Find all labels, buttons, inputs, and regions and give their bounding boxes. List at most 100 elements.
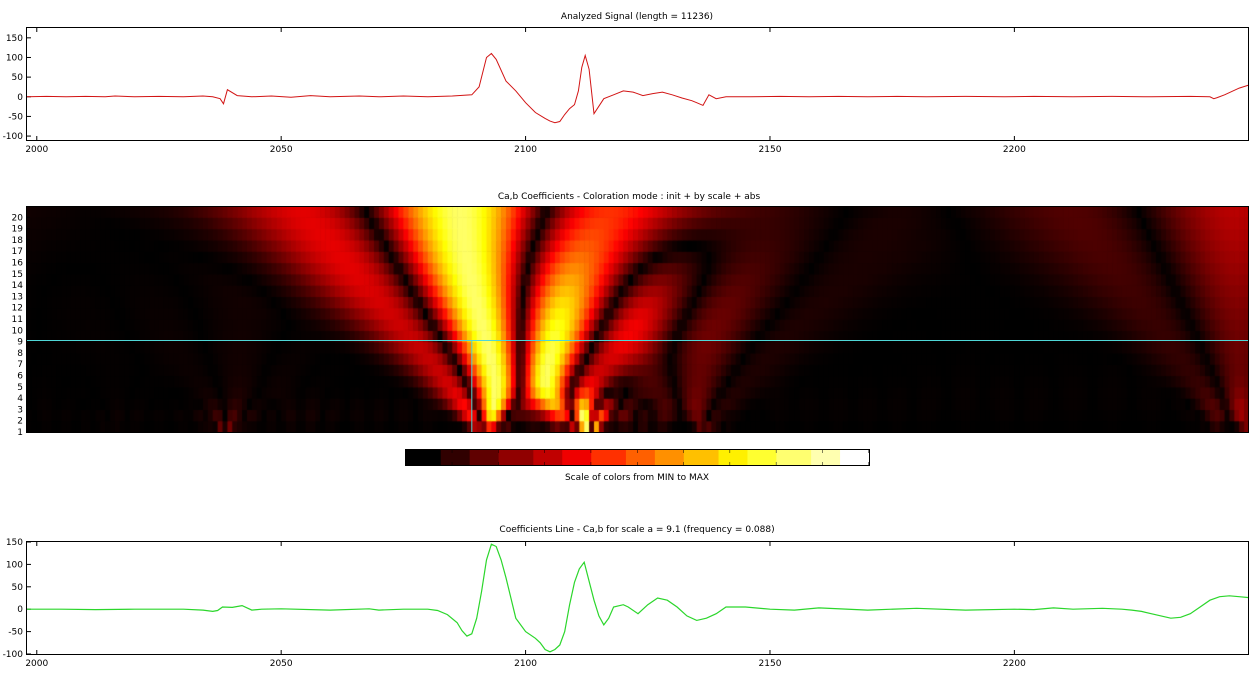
signal-plot-frame <box>26 27 1249 141</box>
colorbar-swatch <box>562 450 569 465</box>
colorbar-swatch <box>429 450 436 465</box>
colorbar-swatch <box>527 450 534 465</box>
colorbar-swatch <box>776 450 783 465</box>
colorbar-swatch <box>585 450 592 465</box>
heatmap-canvas-holder <box>27 206 1249 432</box>
colorbar-swatch <box>573 450 581 465</box>
signal-xtick-label: 2000 <box>25 145 48 155</box>
heatmap-ytick-label: 18 <box>12 236 24 246</box>
coefficients-line-title: Coefficients Line - Ca,b for scale a = 9… <box>499 525 774 535</box>
colorbar-swatch <box>504 450 511 465</box>
colorbar-swatch <box>863 450 870 465</box>
colorbar-swatch <box>735 450 743 465</box>
colorbar-swatch <box>759 450 766 465</box>
coeff-xtick-label: 2150 <box>759 659 782 669</box>
coeff-xtick-label: 2200 <box>1003 659 1026 669</box>
colorbar-swatch <box>747 450 754 465</box>
coefficients-plot-frame <box>26 541 1249 655</box>
colorbar-swatch <box>458 450 465 465</box>
heatmap-ytick-label: 9 <box>17 338 23 348</box>
colorbar-swatch <box>539 450 546 465</box>
colorbar-swatch <box>753 450 760 465</box>
colorbar-swatch <box>811 450 818 465</box>
heatmap-ytick-label: 17 <box>12 247 23 257</box>
colorbar: Scale of colors from MIN to MAX <box>405 449 870 483</box>
colorbar-swatch <box>434 450 442 465</box>
heatmap-ytick-label: 6 <box>17 372 23 382</box>
coefficients-series-line <box>27 543 1250 653</box>
heatmap-plot-frame <box>26 206 1249 433</box>
colorbar-swatch <box>533 450 540 465</box>
heatmap-title: Ca,b Coefficients - Coloration mode : in… <box>498 192 761 202</box>
colorbar-swatch <box>822 450 829 465</box>
colorbar-swatch <box>498 450 505 465</box>
colorbar-swatch <box>799 450 806 465</box>
colorbar-swatch <box>845 450 853 465</box>
signal-ytick-label: 150 <box>6 34 23 44</box>
coeff-ytick-label: 50 <box>12 583 24 593</box>
heatmap-ytick-label: 5 <box>17 383 23 393</box>
colorbar-swatch <box>787 450 795 465</box>
colorbar-swatch <box>452 450 459 465</box>
signal-xtick-label: 2050 <box>270 145 293 155</box>
colorbar-swatch <box>544 450 552 465</box>
signal-xtick-label: 2100 <box>514 145 537 155</box>
colorbar-swatch <box>643 450 650 465</box>
heatmap-ytick-label: 20 <box>12 213 24 223</box>
colorbar-swatch <box>857 450 864 465</box>
heatmap-ytick-label: 16 <box>12 259 24 269</box>
colorbar-swatch <box>782 450 789 465</box>
colorbar-swatch <box>666 450 673 465</box>
colorbar-swatch <box>770 450 777 465</box>
heatmap-ytick-label: 4 <box>17 394 23 404</box>
colorbar-swatch <box>440 450 448 465</box>
colorbar-swatch <box>550 450 557 465</box>
heatmap-ytick-label: 8 <box>17 349 23 359</box>
coeff-ytick-label: -50 <box>8 628 23 638</box>
coeff-xtick-label: 2000 <box>25 659 48 669</box>
colorbar-swatch <box>637 450 644 465</box>
colorbar-swatch <box>683 450 691 465</box>
heatmap-ytick-label: 14 <box>12 281 24 291</box>
heatmap-ytick-label: 7 <box>17 360 23 370</box>
heatmap-ytick-label: 1 <box>17 428 23 438</box>
colorbar-swatch <box>411 450 419 465</box>
heatmap-ytick-label: 10 <box>12 326 24 336</box>
coefficient-heatmap[interactable] <box>27 206 1249 432</box>
colorbar-swatch <box>828 450 835 465</box>
colorbar-swatch <box>608 450 615 465</box>
colorbar-swatch <box>487 450 494 465</box>
colorbar-gradient <box>406 450 870 465</box>
heatmap-ytick-label: 19 <box>12 225 24 235</box>
colorbar-swatch <box>840 450 847 465</box>
colorbar-swatch <box>614 450 621 465</box>
colorbar-label: Scale of colors from MIN to MAX <box>565 473 709 483</box>
heatmap-ytick-label: 3 <box>17 405 23 415</box>
colorbar-swatch <box>660 450 667 465</box>
colorbar-swatch <box>689 450 696 465</box>
coeff-ytick-label: -100 <box>3 650 24 660</box>
colorbar-swatch <box>834 450 841 465</box>
signal-panel: Analyzed Signal (length = 11236) 150 100 5… <box>3 12 1250 155</box>
colorbar-swatch <box>678 450 685 465</box>
colorbar-swatch <box>706 450 714 465</box>
colorbar-swatch <box>649 450 656 465</box>
colorbar-swatch <box>463 450 471 465</box>
colorbar-swatch <box>446 450 453 465</box>
colorbar-swatch <box>793 450 801 465</box>
colorbar-swatch <box>417 450 424 465</box>
signal-ytick-label: -50 <box>8 112 23 122</box>
signal-title: Analyzed Signal (length = 11236) <box>561 12 713 22</box>
colorbar-swatch <box>631 450 638 465</box>
colorbar-swatch <box>475 450 482 465</box>
colorbar-swatch <box>591 450 598 465</box>
heatmap-panel: Ca,b Coefficients - Coloration mode : in… <box>12 192 1249 438</box>
colorbar-swatch <box>406 450 413 465</box>
colorbar-swatch <box>556 450 563 465</box>
signal-ytick-label: 100 <box>6 53 23 63</box>
colorbar-swatch <box>712 450 720 465</box>
coeff-ytick-label: 100 <box>6 560 23 570</box>
signal-series-line <box>26 52 1250 124</box>
